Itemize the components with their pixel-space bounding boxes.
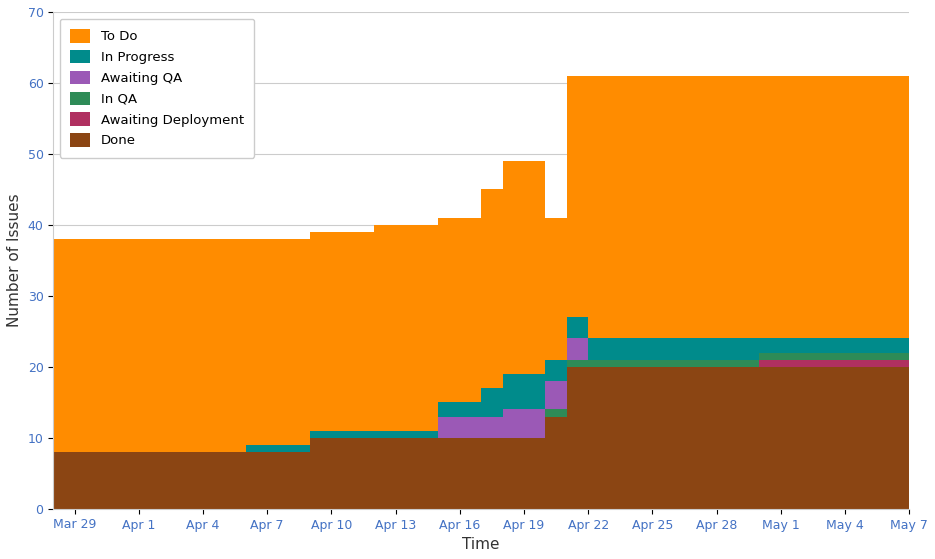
Y-axis label: Number of Issues: Number of Issues [7,193,22,327]
X-axis label: Time: Time [463,537,500,552]
Legend: To Do, In Progress, Awaiting QA, In QA, Awaiting Deployment, Done: To Do, In Progress, Awaiting QA, In QA, … [60,18,254,158]
